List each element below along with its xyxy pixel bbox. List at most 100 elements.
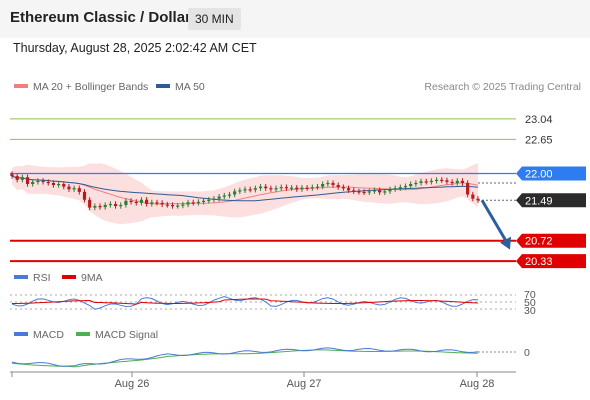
candle-body: [409, 184, 413, 187]
ma50-legend-label: MA 50: [175, 81, 205, 93]
candle-body: [414, 182, 418, 185]
candle-body: [284, 187, 289, 189]
candle: [103, 202, 107, 210]
candle-body: [383, 191, 387, 193]
candle-body: [341, 187, 345, 189]
level-labels: 23.04 22.65 22.00 21.49 20.72 20.33: [516, 114, 586, 269]
level-label-text: 23.04: [525, 114, 553, 126]
macd-signal-legend-swatch: [76, 332, 90, 336]
candle: [440, 177, 444, 183]
candle-body: [243, 189, 247, 191]
candle: [362, 189, 366, 196]
candle: [409, 181, 413, 189]
ma20-legend-label: MA 20 + Bollinger Bands: [33, 81, 148, 93]
ma20-legend-swatch: [14, 84, 28, 88]
candle: [160, 200, 164, 208]
candle: [258, 184, 263, 191]
candle: [238, 187, 242, 194]
candle-body: [305, 187, 309, 189]
timeframe-badge[interactable]: 30 MIN: [188, 8, 241, 30]
candle: [227, 191, 232, 199]
chart-legend: MA 20 + Bollinger Bands MA 50 Research ©…: [14, 81, 581, 93]
candle-body: [119, 205, 123, 207]
candle: [336, 182, 340, 190]
candle-body: [434, 179, 439, 181]
candle: [62, 181, 66, 190]
price-plot: [10, 118, 516, 263]
x-axis: Aug 26 Aug 27 Aug 28: [10, 371, 516, 390]
candle-body: [170, 205, 175, 207]
macd-signal-line: [11, 349, 479, 368]
candle: [20, 174, 24, 183]
candle: [10, 171, 14, 179]
candle: [201, 198, 206, 205]
chart-title: Ethereum Classic / Dollar: [10, 9, 191, 26]
candle-body: [367, 191, 371, 193]
candle-body: [357, 191, 361, 193]
x-tick-label: Aug 28: [460, 378, 495, 390]
candle: [310, 184, 314, 191]
candle-body: [346, 188, 351, 191]
candle: [25, 174, 30, 187]
candle: [139, 197, 144, 206]
rsi-tick-70: 70: [524, 289, 536, 301]
candle: [434, 177, 439, 184]
candle-body: [82, 191, 87, 200]
candle: [98, 203, 102, 210]
macd-panel: MACD MACD Signal 0: [11, 329, 530, 368]
candle-body: [124, 200, 128, 205]
candle-body: [10, 174, 14, 177]
candle: [445, 177, 449, 185]
candle: [341, 184, 345, 191]
candle: [429, 178, 433, 185]
candle-body: [46, 181, 50, 184]
candle-body: [429, 180, 433, 183]
level-label-text: 20.72: [525, 236, 553, 248]
candle-body: [233, 191, 237, 195]
candle-body: [378, 190, 382, 193]
candle: [155, 199, 159, 206]
candle-body: [93, 206, 97, 208]
level-label-box: [516, 233, 586, 248]
rsi-legend-label: RSI: [33, 272, 51, 284]
candle: [253, 185, 257, 193]
candle: [72, 185, 76, 192]
candle: [113, 201, 118, 209]
candle-body: [41, 180, 45, 183]
candle-body: [388, 189, 392, 192]
candle-body: [398, 187, 402, 189]
chart-datetime: Thursday, August 28, 2025 2:02:42 AM CET: [13, 41, 257, 55]
candle: [212, 196, 216, 203]
candle-body: [160, 202, 164, 205]
level-label-text: 22.00: [525, 169, 553, 181]
candle-body: [25, 177, 30, 184]
candle-body: [103, 205, 107, 208]
candle: [181, 201, 185, 209]
candle-body: [201, 200, 206, 202]
rsi-9ma-legend-swatch: [62, 275, 76, 279]
candle: [108, 201, 112, 208]
candle: [476, 196, 480, 203]
level-label-box: [516, 193, 586, 208]
candle-body: [222, 195, 226, 197]
candle: [460, 178, 465, 186]
candle: [88, 197, 92, 211]
candle-body: [269, 188, 273, 190]
macd-line: [11, 347, 479, 367]
candle: [36, 178, 40, 185]
candle: [150, 199, 154, 207]
candle: [321, 181, 325, 190]
candle-body: [300, 187, 304, 190]
candle: [248, 186, 252, 193]
candle: [93, 203, 97, 211]
candle-body: [72, 188, 76, 190]
candle-body: [238, 190, 242, 192]
rsi-tick-50: 50: [524, 297, 536, 309]
candle-body: [290, 187, 294, 189]
candle: [124, 198, 128, 208]
candle-body: [145, 199, 149, 204]
candle-body: [440, 179, 444, 181]
candle: [119, 202, 123, 209]
candle: [222, 192, 226, 200]
